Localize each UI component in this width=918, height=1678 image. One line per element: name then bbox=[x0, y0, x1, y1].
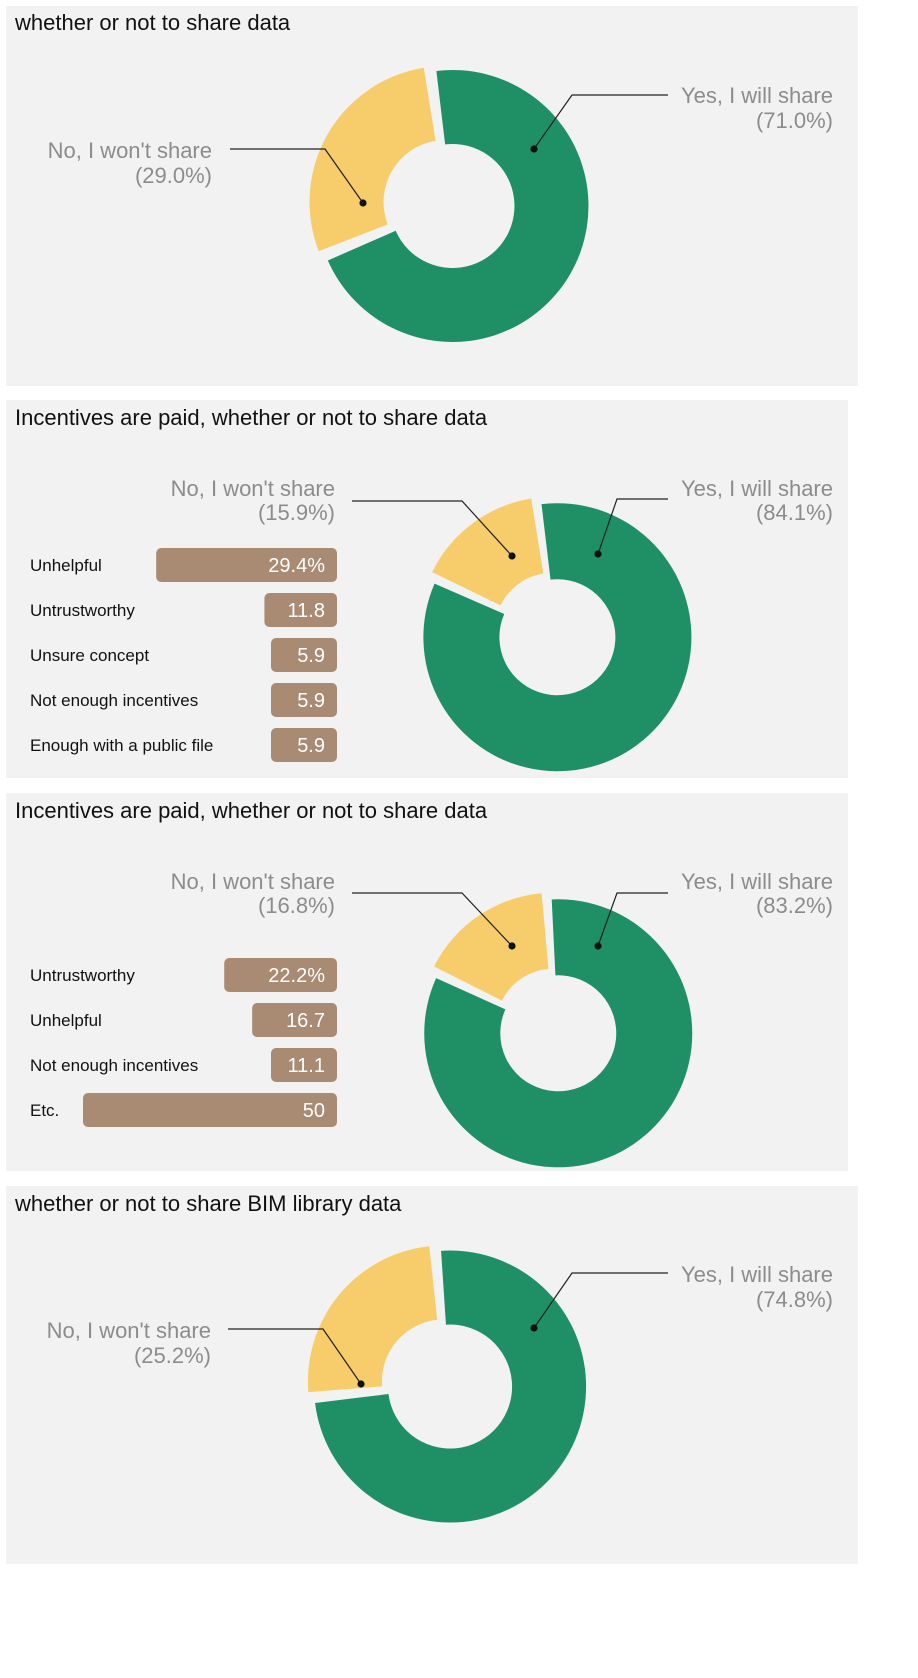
bar-category-label: Unhelpful bbox=[30, 556, 102, 575]
slice-label-no: No, I won't share bbox=[48, 138, 212, 163]
breakdown-bar bbox=[83, 1093, 337, 1127]
chart-title: Incentives are paid, whether or not to s… bbox=[15, 798, 488, 823]
slice-label-no: No, I won't share bbox=[47, 1318, 211, 1343]
chart-panel-1: whether or not to share data Yes, I will … bbox=[6, 6, 858, 386]
leader-dot-yes bbox=[530, 145, 538, 153]
breakdown-bar bbox=[156, 548, 337, 582]
bar-category-label: Not enough incentives bbox=[30, 1056, 198, 1075]
donut-slice-no bbox=[434, 893, 549, 1001]
chart-title: whether or not to share data bbox=[14, 10, 291, 35]
breakdown-bar bbox=[224, 958, 337, 992]
breakdown-bar bbox=[271, 638, 337, 672]
bar-value-label: 22.2% bbox=[268, 965, 325, 987]
leader-dot-no bbox=[357, 1380, 365, 1388]
breakdown-bar bbox=[264, 593, 337, 627]
leader-line-no bbox=[352, 892, 513, 947]
bar-value-label: 5.9 bbox=[297, 690, 325, 712]
donut-slice-yes bbox=[424, 899, 693, 1168]
leader-dot-yes bbox=[530, 1324, 538, 1332]
leader-dot-yes bbox=[594, 550, 602, 558]
panel-background bbox=[6, 400, 848, 778]
slice-label-no: No, I won't share bbox=[171, 476, 335, 501]
leader-line-yes bbox=[597, 892, 668, 947]
leader-line-no bbox=[228, 1328, 362, 1385]
slice-pct-no: (16.8%) bbox=[258, 893, 335, 918]
slice-pct-yes: (84.1%) bbox=[756, 500, 833, 525]
bar-value-label: 5.9 bbox=[297, 735, 325, 757]
leader-dot-no bbox=[359, 199, 367, 207]
chart-panel-2: Incentives are paid, whether or not to s… bbox=[6, 400, 848, 778]
bar-category-label: Enough with a public file bbox=[30, 736, 213, 755]
chart-title: Incentives are paid, whether or not to s… bbox=[15, 405, 488, 430]
slice-pct-no: (29.0%) bbox=[135, 163, 212, 188]
bar-category-label: Untrustworthy bbox=[30, 601, 135, 620]
chart-title: whether or not to share BIM library data bbox=[14, 1191, 402, 1216]
slice-label-yes: Yes, I will share bbox=[681, 869, 833, 894]
slice-label-no: No, I won't share bbox=[171, 869, 335, 894]
donut-slice-yes bbox=[423, 503, 692, 772]
chart-panel-3: Incentives are paid, whether or not to s… bbox=[6, 793, 848, 1171]
leader-line-no bbox=[230, 148, 364, 204]
bar-category-label: Untrustworthy bbox=[30, 966, 135, 985]
slice-label-yes: Yes, I will share bbox=[681, 83, 833, 108]
slice-pct-yes: (71.0%) bbox=[756, 108, 833, 133]
donut-slice-no bbox=[307, 1246, 438, 1393]
slice-label-yes: Yes, I will share bbox=[681, 476, 833, 501]
bar-value-label: 5.9 bbox=[297, 645, 325, 667]
breakdown-bar bbox=[271, 683, 337, 717]
leader-line-yes bbox=[533, 1272, 668, 1329]
bar-value-label: 16.7 bbox=[286, 1010, 325, 1032]
slice-pct-no: (15.9%) bbox=[258, 500, 335, 525]
chart-panel-4: whether or not to share BIM library data… bbox=[6, 1186, 858, 1564]
donut-slice-yes bbox=[315, 1250, 587, 1523]
bar-category-label: Etc. bbox=[30, 1101, 59, 1120]
bar-category-label: Unsure concept bbox=[30, 646, 149, 665]
breakdown-bar bbox=[271, 728, 337, 762]
slice-pct-yes: (83.2%) bbox=[756, 893, 833, 918]
donut-slice-no bbox=[309, 67, 436, 252]
bar-category-label: Unhelpful bbox=[30, 1011, 102, 1030]
slice-label-yes: Yes, I will share bbox=[681, 1262, 833, 1287]
bar-value-label: 11.8 bbox=[288, 600, 325, 622]
donut-slice-yes bbox=[327, 69, 589, 342]
breakdown-bar bbox=[252, 1003, 337, 1037]
bar-value-label: 29.4% bbox=[268, 555, 325, 577]
slice-pct-yes: (74.8%) bbox=[756, 1287, 833, 1312]
leader-dot-no bbox=[508, 552, 516, 560]
donut-slice-no bbox=[432, 498, 544, 606]
slice-pct-no: (25.2%) bbox=[134, 1343, 211, 1368]
leader-line-no bbox=[352, 500, 513, 557]
leader-line-yes bbox=[597, 498, 668, 555]
leader-dot-no bbox=[508, 942, 516, 950]
bar-value-label: 11.1 bbox=[288, 1055, 325, 1077]
bar-value-label: 50 bbox=[303, 1100, 325, 1122]
leader-line-yes bbox=[533, 94, 668, 150]
leader-dot-yes bbox=[594, 942, 602, 950]
bar-category-label: Not enough incentives bbox=[30, 691, 198, 710]
breakdown-bar bbox=[271, 1048, 337, 1082]
